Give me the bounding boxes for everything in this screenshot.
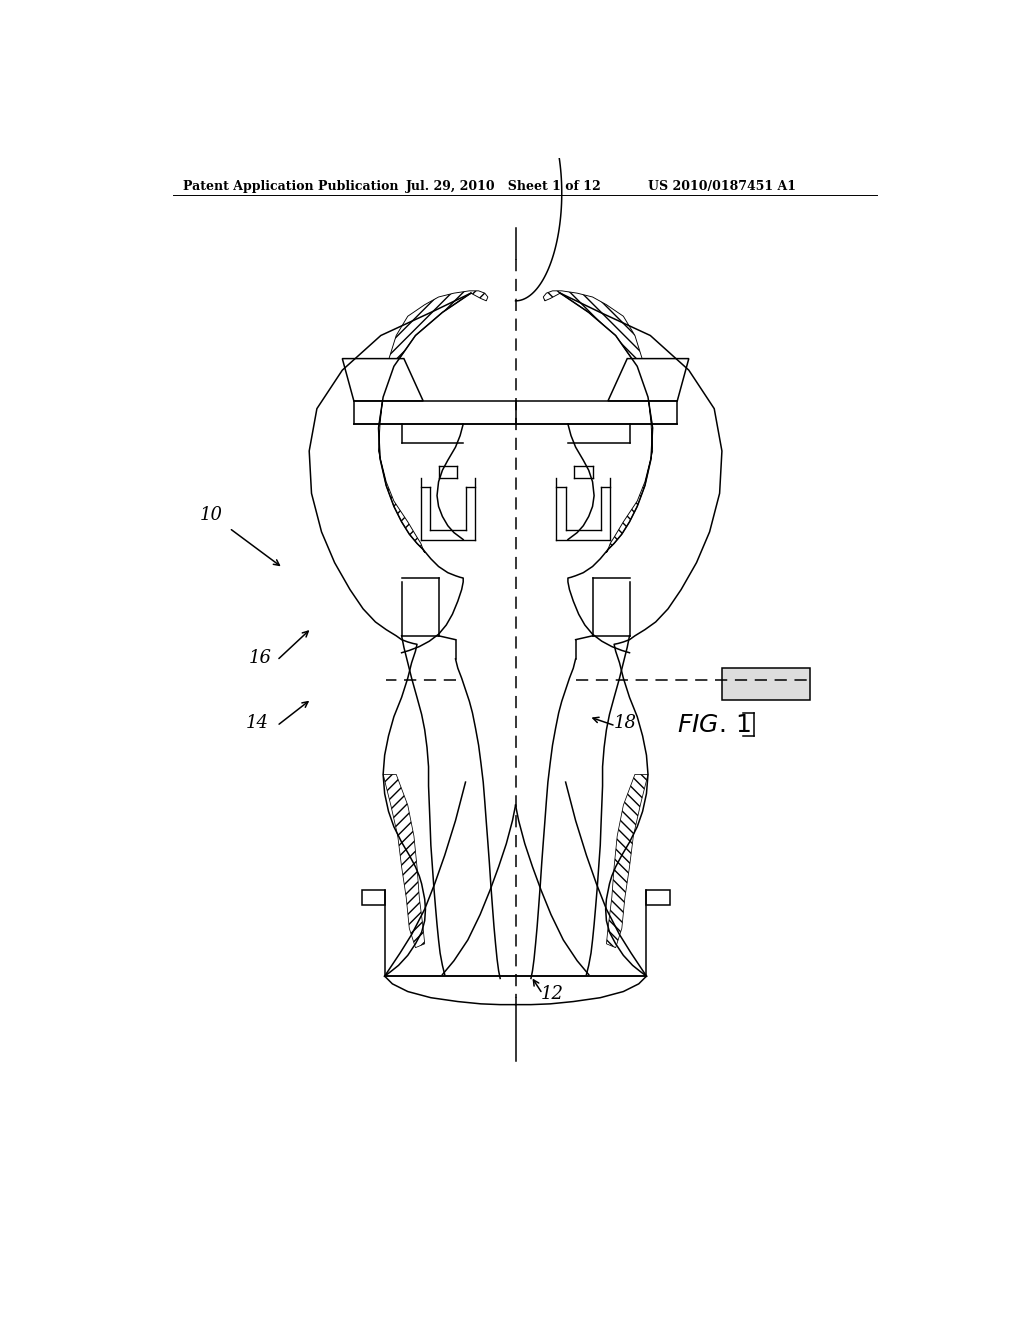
- Polygon shape: [361, 890, 385, 906]
- Text: 12: 12: [541, 985, 564, 1003]
- Polygon shape: [342, 359, 423, 401]
- Text: 10: 10: [200, 507, 223, 524]
- Text: US 2010/0187451 A1: US 2010/0187451 A1: [648, 180, 796, 193]
- Text: $\it{FIG.\,1}$: $\it{FIG.\,1}$: [677, 714, 751, 737]
- Text: 16: 16: [249, 648, 271, 667]
- Polygon shape: [379, 290, 487, 553]
- Polygon shape: [608, 359, 689, 401]
- Polygon shape: [544, 290, 652, 553]
- Text: 14: 14: [246, 714, 269, 733]
- Text: 18: 18: [613, 714, 636, 733]
- Polygon shape: [646, 890, 670, 906]
- Polygon shape: [383, 775, 425, 948]
- Polygon shape: [722, 668, 810, 701]
- Polygon shape: [606, 775, 648, 948]
- Text: Patent Application Publication: Patent Application Publication: [183, 180, 398, 193]
- Text: Jul. 29, 2010   Sheet 1 of 12: Jul. 29, 2010 Sheet 1 of 12: [407, 180, 602, 193]
